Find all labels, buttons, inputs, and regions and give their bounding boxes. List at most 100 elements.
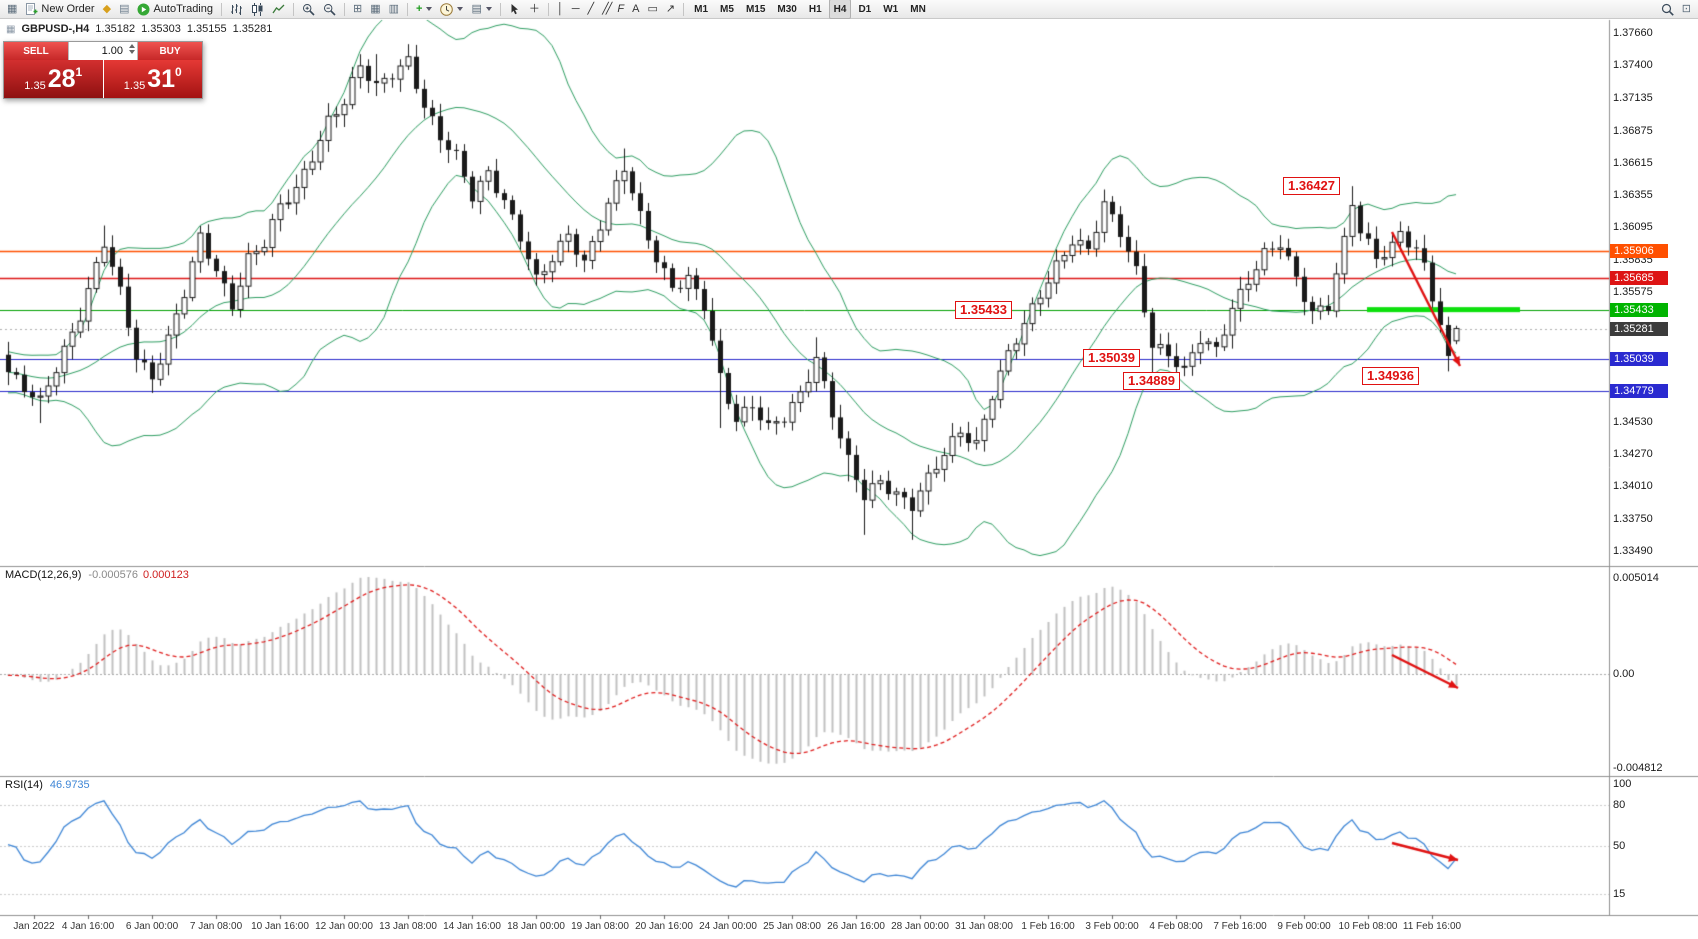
spin-up-icon[interactable] — [129, 44, 135, 48]
cursor-icon — [509, 3, 521, 16]
timeframe-w1[interactable]: W1 — [883, 3, 899, 15]
channel-icon: ╱╱ — [602, 3, 612, 15]
indicators-icon[interactable]: + — [413, 1, 435, 17]
sell-button[interactable]: SELL — [4, 42, 68, 60]
print-icon: ▤ — [119, 3, 130, 15]
bid-price-sup: 1 — [75, 65, 83, 79]
toolbar: ▦ New Order ◆ ▤ AutoTrading ⊞ ▦ ▥ + ▤ ＋ │ ─ ╱ ╱╱ F A ▭ ↗ M1… — [0, 0, 1698, 19]
tile-windows-icon: ⊞ — [353, 3, 363, 15]
bar-chart-icon[interactable] — [227, 1, 246, 17]
bar-close: 1.35281 — [232, 23, 273, 35]
new-order-button[interactable]: New Order — [22, 1, 97, 17]
bar-high: 1.35303 — [141, 23, 181, 35]
dropdown-arrow-icon — [426, 7, 433, 11]
chart-mini-icon: ▦ — [6, 23, 16, 35]
candlestick-chart-icon[interactable] — [248, 1, 267, 17]
spin-down-icon[interactable] — [129, 50, 135, 54]
buy-price-display[interactable]: 1.35 31 0 — [103, 60, 202, 98]
crosshair-icon: ＋ — [528, 3, 540, 15]
bid-price-small: 1.35 — [24, 80, 46, 92]
timeframe-d1[interactable]: D1 — [858, 3, 872, 15]
timeframe-m30[interactable]: M30 — [777, 3, 797, 15]
tile-windows-icon[interactable]: ⊞ — [350, 1, 365, 17]
templates-icon: ▤ — [471, 3, 482, 15]
timeframe-m15[interactable]: M15 — [745, 3, 766, 15]
timeframe-h4[interactable]: H4 — [828, 0, 852, 19]
cascade-windows-icon[interactable]: ▦ — [367, 1, 383, 17]
volume-input[interactable]: 1.00 — [68, 42, 138, 60]
help-icon: ⊡ — [1681, 3, 1691, 15]
ask-price-big: 31 — [147, 65, 176, 93]
timeframe-mn[interactable]: MN — [910, 3, 926, 15]
toolbar-separator — [293, 2, 294, 16]
arrange-windows-icon[interactable]: ▥ — [386, 1, 402, 17]
text-icon: A — [632, 3, 640, 15]
channel-icon[interactable]: ╱╱ — [599, 1, 612, 17]
timeframe-m1[interactable]: M1 — [694, 3, 709, 15]
volume-stepper[interactable] — [129, 44, 135, 54]
ask-price-small: 1.35 — [123, 80, 146, 92]
cascade-windows-icon: ▦ — [370, 3, 381, 15]
vertical-line-icon: │ — [556, 3, 564, 15]
periods-icon[interactable] — [437, 1, 466, 17]
shapes-icon: ↗ — [665, 3, 676, 15]
buy-button[interactable]: BUY — [138, 42, 202, 60]
label-icon[interactable]: ▭ — [645, 1, 661, 17]
dropdown-arrow-icon — [485, 7, 492, 11]
bid-price-big: 28 — [47, 65, 76, 93]
line-chart-icon[interactable] — [269, 1, 288, 17]
one-click-trading-panel: SELL 1.00 BUY 1.35 28 1 1.35 31 0 — [3, 41, 203, 99]
bar-open: 1.35182 — [95, 23, 136, 35]
indicators-icon: + — [416, 3, 423, 15]
timeframe-m5[interactable]: M5 — [720, 3, 734, 15]
autotrading-button[interactable]: AutoTrading — [134, 1, 216, 17]
metaeditor-icon: ◆ — [102, 3, 112, 15]
horizontal-line-icon[interactable]: ─ — [569, 1, 583, 17]
zoom-in-icon[interactable] — [299, 1, 318, 17]
arrange-windows-icon: ▥ — [388, 3, 400, 15]
rsi-label: RSI(14) 46.9735 — [5, 779, 90, 791]
trendline-icon: ╱ — [587, 3, 595, 15]
rsi-title: RSI(14) — [5, 779, 43, 791]
search-icon — [1661, 3, 1674, 16]
charts-window-icon[interactable]: ▦ — [4, 1, 20, 17]
zoom-in-icon — [302, 3, 315, 16]
toolbar-separator — [221, 2, 222, 16]
cursor-icon[interactable] — [506, 1, 524, 17]
zoom-out-icon — [323, 3, 336, 16]
volume-value: 1.00 — [101, 45, 123, 57]
crosshair-icon[interactable]: ＋ — [526, 1, 543, 17]
text-icon[interactable]: A — [629, 1, 642, 17]
metaeditor-icon[interactable]: ◆ — [100, 1, 114, 17]
macd-signal-value: 0.000123 — [142, 569, 189, 581]
vertical-line-icon[interactable]: │ — [554, 1, 567, 17]
fibonacci-icon: F — [617, 3, 625, 15]
line-chart-icon — [272, 3, 285, 16]
sell-price-display[interactable]: 1.35 28 1 — [4, 60, 104, 98]
templates-icon[interactable]: ▤ — [468, 1, 494, 17]
toolbar-separator — [683, 2, 685, 16]
symbol-name: GBPUSD-,H4 — [21, 23, 90, 35]
search-icon[interactable] — [1658, 1, 1677, 17]
fibonacci-icon[interactable]: F — [614, 1, 627, 17]
print-icon[interactable]: ▤ — [116, 1, 132, 17]
rsi-current-value: 46.9735 — [49, 779, 90, 791]
timeframe-h1[interactable]: H1 — [808, 3, 822, 15]
macd-main-value: -0.000576 — [88, 569, 138, 581]
macd-title: MACD(12,26,9) — [5, 569, 82, 581]
new-order-button-label: New Order — [41, 3, 95, 15]
new-order-button — [25, 2, 38, 16]
toolbar-separator — [499, 2, 501, 16]
zoom-out-icon[interactable] — [320, 1, 339, 17]
ask-price-sup: 0 — [175, 65, 182, 79]
macd-label: MACD(12,26,9) -0.000576 0.000123 — [5, 569, 189, 581]
trendline-icon[interactable]: ╱ — [585, 1, 598, 17]
label-icon: ▭ — [647, 3, 658, 15]
help-icon[interactable]: ⊡ — [1679, 1, 1694, 17]
candlestick-chart-icon — [251, 2, 264, 16]
shapes-icon[interactable]: ↗ — [663, 1, 678, 17]
periods-icon — [440, 2, 454, 16]
toolbar-separator — [344, 2, 345, 16]
charts-window-icon: ▦ — [7, 3, 18, 15]
